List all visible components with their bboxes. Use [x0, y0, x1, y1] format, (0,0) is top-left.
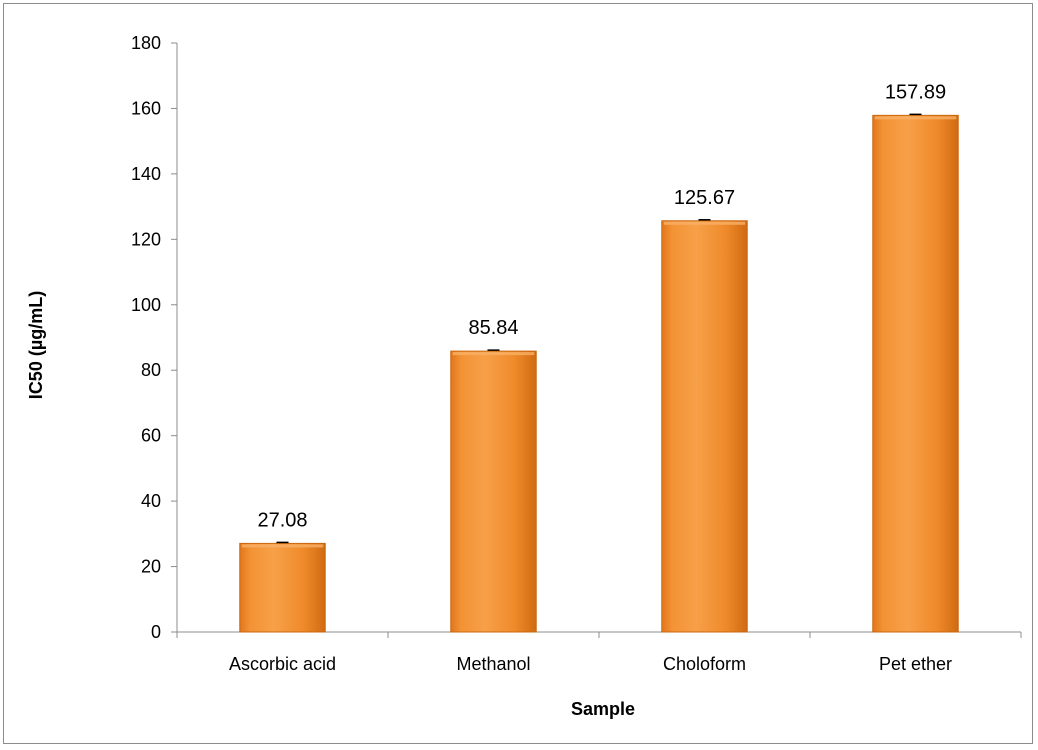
bar	[450, 350, 537, 633]
data-label: 157.89	[885, 81, 946, 103]
chart-frame: 0 20 40 60 80 100 120 140 160 180 27.08 Ascorbic a…	[3, 3, 1033, 744]
y-axis-title: IC50 (µg/mL)	[26, 291, 46, 399]
y-tick-label: 140	[131, 164, 161, 184]
bar-highlight	[874, 116, 957, 120]
y-tick-label: 160	[131, 98, 161, 118]
x-category-label: Methanol	[456, 654, 530, 674]
bar	[661, 220, 748, 633]
y-tick-label: 120	[131, 229, 161, 249]
x-axis-title: Sample	[571, 699, 635, 719]
y-tick-label: 80	[141, 360, 161, 380]
y-tick-label: 180	[131, 33, 161, 53]
bar-highlight	[241, 544, 324, 548]
bar-highlight	[663, 221, 746, 225]
x-category-label: Choloform	[663, 654, 746, 674]
y-tick-label: 60	[141, 426, 161, 446]
bar	[239, 542, 326, 633]
bar	[872, 114, 959, 633]
data-label: 125.67	[674, 187, 735, 209]
bar-chart: 0 20 40 60 80 100 120 140 160 180 27.08 Ascorbic a…	[26, 33, 1022, 719]
x-category-label: Ascorbic acid	[229, 654, 336, 674]
x-category-label: Pet ether	[879, 654, 952, 674]
y-tick-label: 100	[131, 295, 161, 315]
bar-highlight	[452, 352, 535, 356]
data-label: 85.84	[468, 317, 518, 339]
data-label: 27.08	[257, 509, 307, 531]
y-tick-label: 20	[141, 557, 161, 577]
y-tick-label: 40	[141, 491, 161, 511]
y-tick-label: 0	[151, 622, 161, 642]
